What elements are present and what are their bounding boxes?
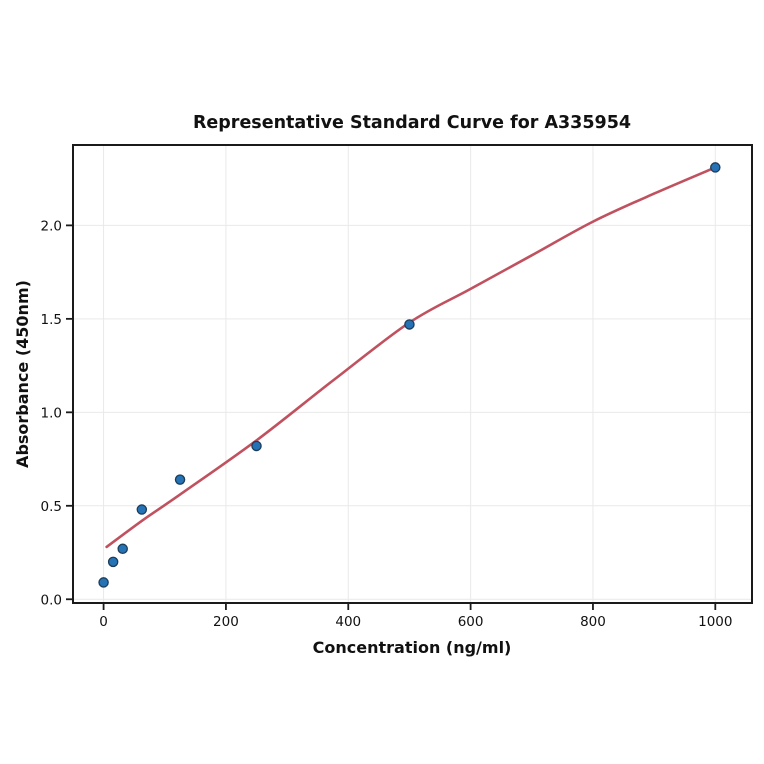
plot-border — [72, 144, 753, 604]
x-tick-label: 1000 — [698, 614, 732, 630]
x-tick-label: 600 — [458, 614, 484, 630]
x-axis-label: Concentration (ng/ml) — [313, 638, 512, 657]
y-tick-label: 1.5 — [41, 312, 62, 328]
y-axis-label: Absorbance (450nm) — [13, 280, 32, 468]
data-point — [174, 474, 186, 485]
y-tick-label: 0.0 — [41, 592, 62, 608]
data-point — [107, 556, 119, 568]
y-tick-label: 1.0 — [41, 405, 62, 421]
tick-marks — [66, 224, 717, 610]
x-tick-label: 800 — [580, 614, 606, 630]
gridlines — [73, 145, 752, 603]
tick-labels: 0 200 400 600 800 1000 0.0 0.5 1.0 1.5 2.0 — [41, 218, 733, 630]
data-point — [117, 543, 128, 555]
data-points — [98, 162, 721, 588]
y-tick-label: 2.0 — [41, 218, 62, 234]
data-point — [710, 162, 721, 173]
x-tick-label: 200 — [213, 614, 239, 630]
chart-title: Representative Standard Curve for A33595… — [193, 113, 631, 133]
data-point — [98, 577, 109, 588]
x-tick-label: 400 — [335, 614, 361, 630]
data-point — [404, 319, 415, 330]
data-point — [251, 440, 262, 452]
x-tick-label: 0 — [99, 614, 108, 630]
y-tick-label: 0.5 — [41, 499, 62, 515]
data-point — [136, 504, 148, 515]
